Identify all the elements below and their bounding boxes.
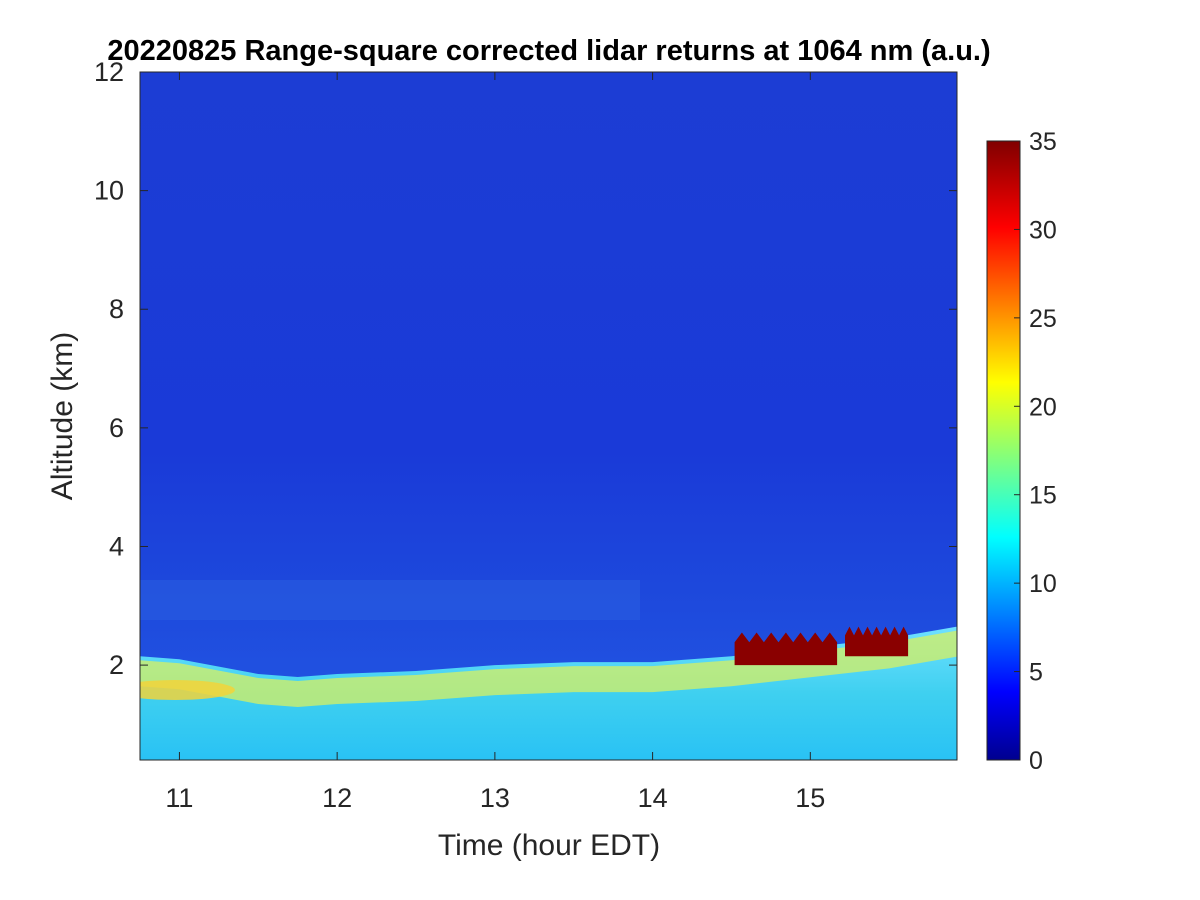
chart-title: 20220825 Range-square corrected lidar re… — [107, 35, 990, 67]
residual-layer-band — [140, 580, 640, 620]
x-tick-label: 13 — [480, 783, 510, 813]
colorbar-tick-label: 25 — [1029, 305, 1057, 333]
x-tick-label: 11 — [165, 783, 193, 813]
colorbar-tick-label: 30 — [1029, 216, 1057, 244]
colorbar-gradient — [986, 140, 1021, 761]
colorbar-tick-label: 15 — [1029, 482, 1057, 510]
plot-frame — [139, 71, 958, 761]
y-tick-label: 12 — [94, 57, 124, 87]
cloud-layer-1 — [734, 632, 838, 666]
colorbar-tick-label: 10 — [1029, 570, 1057, 598]
y-tick-label: 6 — [109, 413, 124, 443]
x-axis-ticks: 11 12 13 14 15 — [165, 72, 825, 813]
y-tick-label: 8 — [109, 294, 124, 324]
aerosol-core — [140, 680, 235, 700]
colorbar-tick-label: 5 — [1029, 659, 1043, 687]
colorbar-tick-label: 35 — [1029, 128, 1057, 156]
x-tick-label: 14 — [638, 783, 668, 813]
cloud-layer-2 — [845, 626, 909, 657]
boundary-layer-warm-band — [140, 630, 957, 707]
x-tick-label: 15 — [795, 783, 825, 813]
colorbar: 0 5 10 15 20 25 30 35 — [986, 128, 1057, 775]
colorbar-tick-label: 0 — [1029, 747, 1043, 775]
y-tick-label: 4 — [109, 531, 124, 561]
y-axis-label: Altitude (km) — [46, 332, 79, 500]
cloud-layers — [734, 626, 909, 666]
colorbar-tick-label: 20 — [1029, 393, 1057, 421]
x-tick-label: 12 — [322, 783, 352, 813]
x-axis-label: Time (hour EDT) — [438, 829, 660, 862]
plot-area — [140, 72, 957, 760]
colorbar-ticks: 0 5 10 15 20 25 30 35 — [1014, 128, 1057, 775]
y-axis-ticks: 2 4 6 8 10 12 — [94, 57, 957, 680]
y-tick-label: 2 — [109, 650, 124, 680]
y-tick-label: 10 — [94, 176, 124, 206]
